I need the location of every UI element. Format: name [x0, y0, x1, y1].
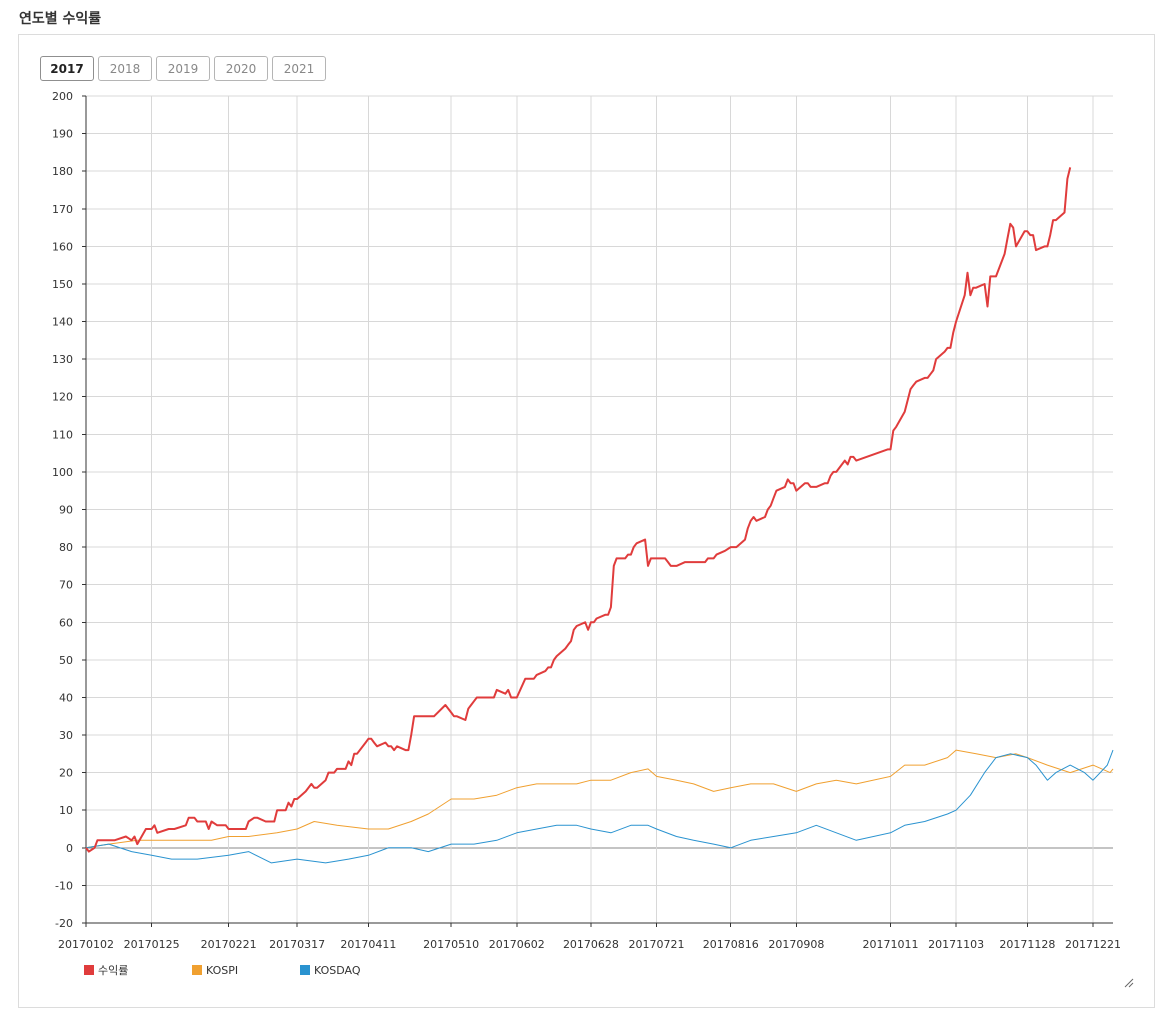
x-tick-label: 20170816	[703, 938, 759, 951]
chart-legend: 수익률 KOSPI KOSDAQ	[84, 962, 408, 978]
y-tick-label: 80	[59, 541, 73, 554]
x-tick-label: 20170602	[489, 938, 545, 951]
x-tick-label: 20170125	[124, 938, 180, 951]
y-tick-label: 200	[52, 90, 73, 103]
legend-item-kosdaq[interactable]: KOSDAQ	[300, 962, 408, 978]
y-tick-label: 40	[59, 691, 73, 704]
y-tick-label: 190	[52, 128, 73, 141]
y-tick-label: -20	[55, 917, 73, 930]
tab-2018[interactable]: 2018	[98, 56, 152, 81]
y-tick-label: 50	[59, 654, 73, 667]
x-tick-label: 20170102	[58, 938, 114, 951]
legend-swatch-return	[84, 965, 94, 975]
legend-item-return[interactable]: 수익률	[84, 962, 192, 978]
legend-item-kospi[interactable]: KOSPI	[192, 962, 300, 978]
x-tick-label: 20171128	[999, 938, 1055, 951]
series-line-kospi	[85, 749, 1114, 849]
x-tick-label: 20170908	[768, 938, 824, 951]
x-tick-label: 20171103	[928, 938, 984, 951]
y-tick-label: 90	[59, 504, 73, 517]
legend-swatch-kosdaq	[300, 965, 310, 975]
x-tick-label: 20170411	[340, 938, 396, 951]
y-tick-label: 130	[52, 353, 73, 366]
chart-panel: 2017 2018 2019 2020 2021	[18, 34, 1155, 1008]
tab-2021[interactable]: 2021	[272, 56, 326, 81]
y-tick-label: 110	[52, 428, 73, 441]
x-tick-label: 20170317	[269, 938, 325, 951]
x-tick-label: 20170510	[423, 938, 479, 951]
year-tabs: 2017 2018 2019 2020 2021	[40, 56, 326, 81]
y-tick-label: 140	[52, 316, 73, 329]
tab-2020[interactable]: 2020	[214, 56, 268, 81]
legend-label-kospi: KOSPI	[206, 963, 239, 977]
x-tick-label: 20170721	[629, 938, 685, 951]
x-tick-label: 20170221	[201, 938, 257, 951]
series-line-kosdaq	[85, 749, 1114, 864]
y-tick-label: 70	[59, 579, 73, 592]
tab-2019[interactable]: 2019	[156, 56, 210, 81]
y-tick-label: 60	[59, 616, 73, 629]
y-tick-label: 10	[59, 804, 73, 817]
y-tick-label: 180	[52, 165, 73, 178]
page-title: 연도별 수익률	[19, 11, 102, 27]
legend-label-return: 수익률	[98, 964, 129, 977]
y-tick-label: -10	[55, 879, 73, 892]
y-tick-label: 150	[52, 278, 73, 291]
y-tick-label: 120	[52, 391, 73, 404]
tab-2017[interactable]: 2017	[40, 56, 94, 81]
y-tick-label: 170	[52, 203, 73, 216]
y-tick-label: 0	[66, 842, 73, 855]
series-line-return	[85, 167, 1072, 853]
legend-swatch-kospi	[192, 965, 202, 975]
x-tick-label: 20171011	[862, 938, 918, 951]
y-tick-label: 100	[52, 466, 73, 479]
x-tick-label: 20170628	[563, 938, 619, 951]
x-tick-label: 20171221	[1065, 938, 1121, 951]
legend-label-kosdaq: KOSDAQ	[314, 963, 361, 977]
resize-grip-icon[interactable]	[1124, 978, 1134, 988]
y-tick-label: 30	[59, 729, 73, 742]
y-tick-label: 160	[52, 240, 73, 253]
y-tick-label: 20	[59, 767, 73, 780]
